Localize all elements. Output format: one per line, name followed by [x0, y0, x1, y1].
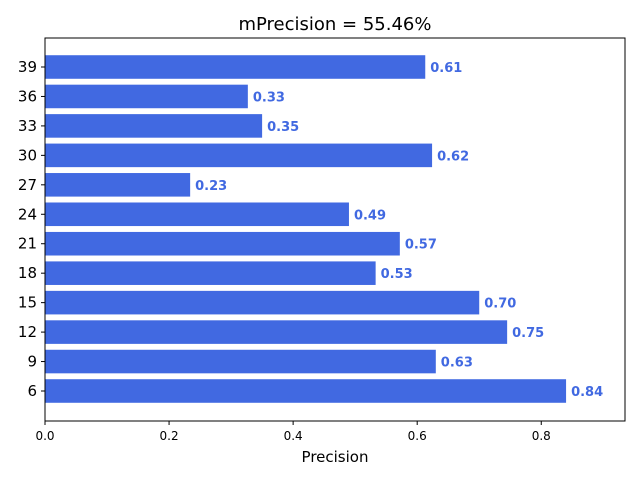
- y-tick-label-6: 6: [27, 382, 37, 400]
- y-axis: 6 9 12 15 18 21 24 27 30 33 36 39: [18, 58, 45, 400]
- data-label-30: 0.62: [437, 149, 469, 164]
- data-label-12: 0.75: [512, 326, 544, 341]
- data-label-36: 0.33: [253, 90, 285, 105]
- y-tick-label-36: 36: [18, 87, 37, 105]
- bar-6: [45, 379, 567, 403]
- x-axis: 0.0 0.2 0.4 0.6 0.8: [35, 421, 551, 443]
- data-label-18: 0.53: [381, 267, 413, 282]
- y-tick-label-30: 30: [18, 146, 37, 164]
- bar-30: [45, 143, 433, 168]
- bar-33: [45, 114, 263, 138]
- data-label-21: 0.57: [405, 238, 437, 253]
- data-label-15: 0.70: [484, 297, 516, 312]
- y-tick-label-39: 39: [18, 58, 37, 76]
- y-tick-label-21: 21: [18, 235, 37, 253]
- x-axis-label: Precision: [302, 448, 369, 466]
- bar-27: [45, 173, 191, 197]
- y-tick-label-27: 27: [18, 176, 37, 194]
- chart-title: mPrecision = 55.46%: [238, 14, 431, 35]
- bar-36: [45, 84, 248, 109]
- bars-group: [45, 55, 567, 403]
- y-tick-label-24: 24: [18, 205, 37, 223]
- bar-15: [45, 290, 480, 315]
- x-tick-label-4: 0.8: [532, 429, 551, 443]
- data-label-27: 0.23: [195, 179, 227, 194]
- bar-12: [45, 320, 508, 344]
- bar-24: [45, 202, 349, 227]
- data-labels-group: 0.84 0.63 0.75 0.70 0.53 0.57 0.49 0.23 0.62 0.35…: [195, 61, 603, 400]
- bar-21: [45, 231, 400, 256]
- y-tick-label-12: 12: [18, 323, 37, 341]
- x-tick-label-0: 0.0: [35, 429, 54, 443]
- y-tick-label-15: 15: [18, 294, 37, 312]
- data-label-33: 0.35: [267, 120, 299, 135]
- data-label-24: 0.49: [354, 208, 386, 223]
- x-tick-label-2: 0.4: [284, 429, 303, 443]
- y-tick-label-9: 9: [27, 353, 37, 371]
- plot-frame: [44, 37, 626, 422]
- x-tick-label-3: 0.6: [408, 429, 427, 443]
- y-tick-label-33: 33: [18, 117, 37, 135]
- bar-39: [45, 55, 426, 79]
- y-tick-label-18: 18: [18, 264, 37, 282]
- data-label-9: 0.63: [441, 356, 473, 371]
- bar-9: [45, 349, 436, 374]
- data-label-6: 0.84: [571, 385, 603, 400]
- bar-18: [45, 261, 376, 285]
- data-label-39: 0.61: [430, 61, 462, 76]
- x-tick-label-1: 0.2: [160, 429, 179, 443]
